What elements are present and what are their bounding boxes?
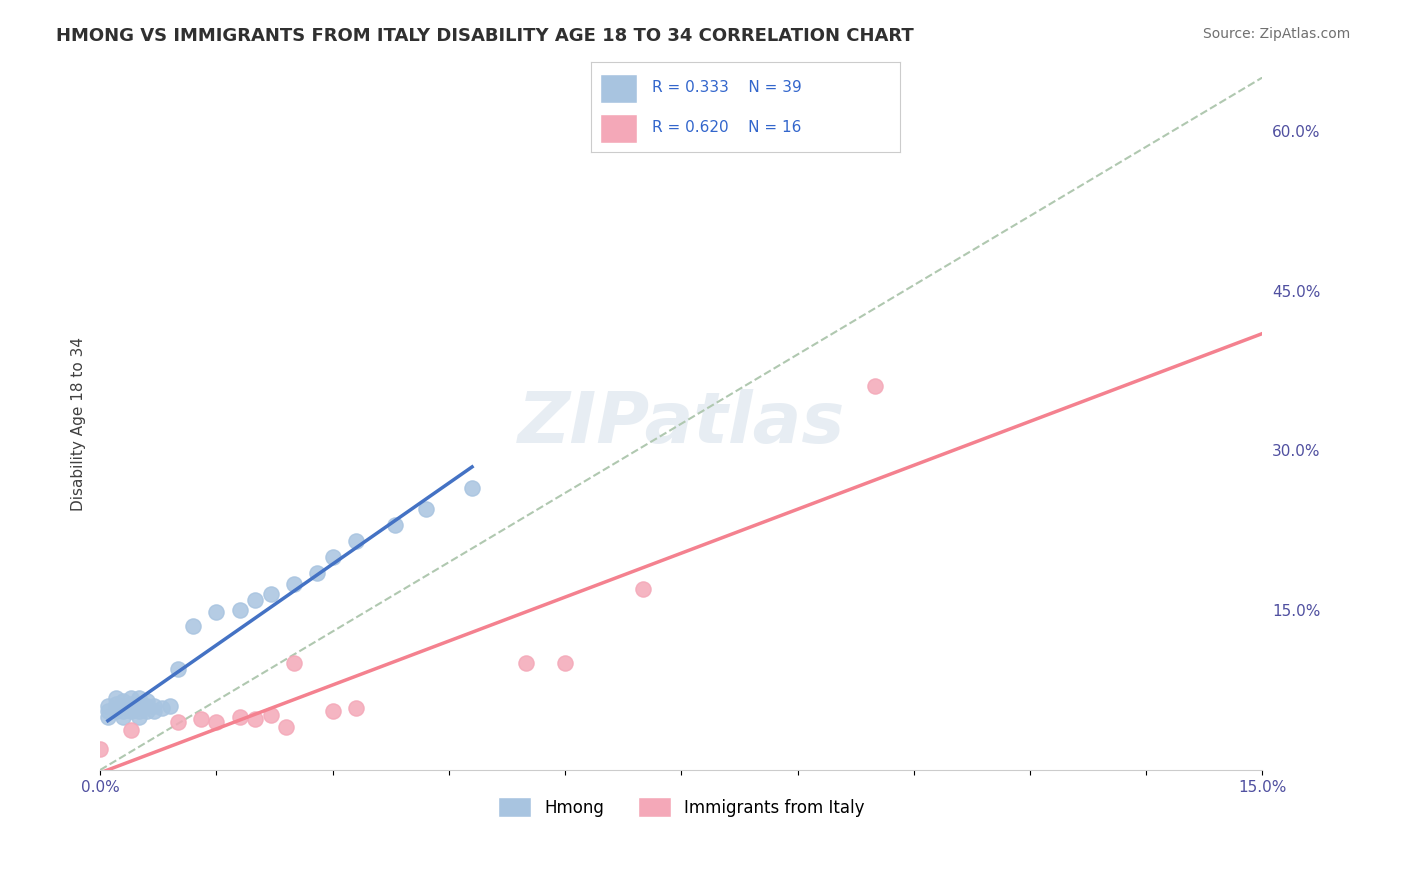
Point — [863, 379, 886, 393]
Point — [135, 694, 157, 708]
Point — [112, 710, 135, 724]
Point — [205, 714, 228, 729]
Y-axis label: Disability Age 18 to 34: Disability Age 18 to 34 — [72, 336, 86, 511]
Point — [97, 710, 120, 724]
Point — [120, 697, 142, 711]
Point — [515, 657, 537, 671]
FancyBboxPatch shape — [600, 74, 637, 103]
Point — [259, 707, 281, 722]
Point — [128, 701, 150, 715]
Point — [243, 712, 266, 726]
Point — [135, 699, 157, 714]
Point — [104, 705, 127, 719]
FancyBboxPatch shape — [600, 114, 637, 143]
Point — [322, 549, 344, 564]
Point — [384, 517, 406, 532]
Point — [128, 710, 150, 724]
Point — [259, 587, 281, 601]
Point — [104, 697, 127, 711]
Point — [150, 701, 173, 715]
Point — [322, 705, 344, 719]
Point — [205, 605, 228, 619]
Point — [128, 697, 150, 711]
Point — [112, 705, 135, 719]
Text: R = 0.620    N = 16: R = 0.620 N = 16 — [652, 120, 801, 135]
Point — [135, 705, 157, 719]
Text: HMONG VS IMMIGRANTS FROM ITALY DISABILITY AGE 18 TO 34 CORRELATION CHART: HMONG VS IMMIGRANTS FROM ITALY DISABILIT… — [56, 27, 914, 45]
Point — [89, 741, 111, 756]
Point — [274, 720, 297, 734]
Point — [143, 699, 166, 714]
Point — [166, 662, 188, 676]
Point — [166, 714, 188, 729]
Point — [120, 723, 142, 737]
Point — [228, 603, 250, 617]
Point — [461, 481, 484, 495]
Point — [143, 705, 166, 719]
Text: ZIPatlas: ZIPatlas — [517, 389, 845, 458]
Point — [228, 710, 250, 724]
Point — [190, 712, 212, 726]
Point — [181, 619, 204, 633]
Point — [104, 690, 127, 705]
Point — [159, 699, 181, 714]
Point — [120, 705, 142, 719]
Point — [120, 690, 142, 705]
Point — [128, 690, 150, 705]
Point — [128, 705, 150, 719]
Text: R = 0.333    N = 39: R = 0.333 N = 39 — [652, 80, 803, 95]
Point — [344, 701, 367, 715]
Legend: Hmong, Immigrants from Italy: Hmong, Immigrants from Italy — [491, 790, 872, 824]
Point — [307, 566, 329, 580]
Point — [112, 694, 135, 708]
Point — [243, 592, 266, 607]
Point — [344, 533, 367, 548]
Point — [112, 699, 135, 714]
Point — [631, 582, 654, 596]
Point — [120, 701, 142, 715]
Point — [415, 502, 437, 516]
Text: Source: ZipAtlas.com: Source: ZipAtlas.com — [1202, 27, 1350, 41]
Point — [554, 657, 576, 671]
Point — [283, 576, 305, 591]
Point — [97, 699, 120, 714]
Point — [283, 657, 305, 671]
Point — [97, 705, 120, 719]
